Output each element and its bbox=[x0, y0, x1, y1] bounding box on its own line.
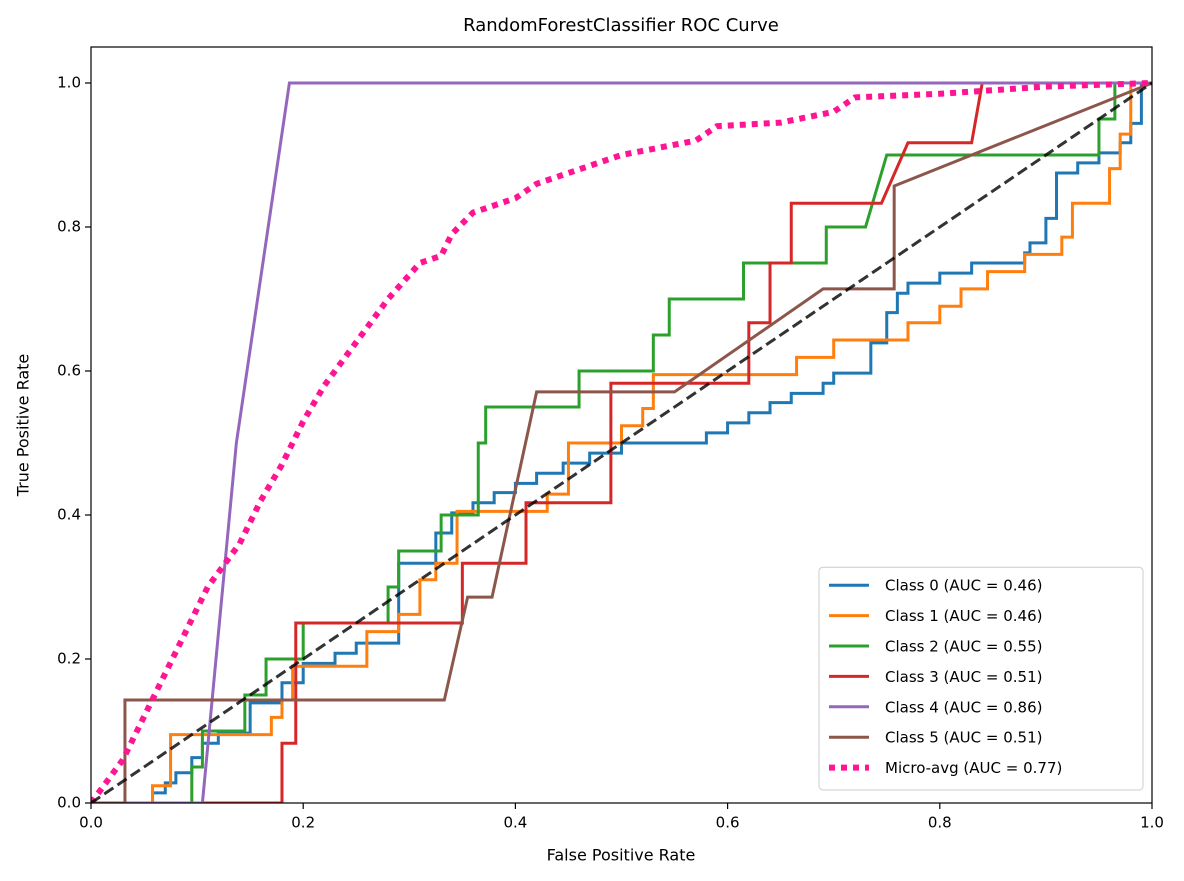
plot-area bbox=[91, 80, 1152, 803]
y-tick-label: 0.0 bbox=[57, 794, 81, 812]
legend-label: Class 0 (AUC = 0.46) bbox=[885, 577, 1042, 595]
roc-line bbox=[91, 81, 1152, 803]
roc-line bbox=[91, 81, 1152, 803]
chart-title: RandomForestClassifier ROC Curve bbox=[463, 15, 779, 36]
y-tick-label: 0.2 bbox=[57, 650, 81, 668]
x-tick-label: 0.0 bbox=[79, 814, 103, 832]
x-tick-label: 0.6 bbox=[716, 814, 740, 832]
legend-box bbox=[818, 566, 1144, 791]
diagonal-line bbox=[91, 81, 1152, 803]
axes-frame bbox=[90, 46, 1153, 804]
y-tick-label: 1.0 bbox=[57, 74, 81, 92]
legend: Class 0 (AUC = 0.46) Class 1 (AUC = 0.46)… bbox=[818, 566, 1144, 791]
legend-label: Class 2 (AUC = 0.55) bbox=[885, 638, 1042, 656]
x-tick-label: 0.2 bbox=[291, 814, 315, 832]
x-tick-label: 0.8 bbox=[928, 814, 952, 832]
x-tick-label: 0.4 bbox=[503, 814, 527, 832]
legend-label: Micro-avg (AUC = 0.77) bbox=[885, 759, 1062, 777]
legend-label: Class 5 (AUC = 0.51) bbox=[885, 729, 1042, 747]
x-tick-label: 1.0 bbox=[1140, 814, 1164, 832]
y-tick-label: 0.6 bbox=[57, 362, 81, 380]
roc-line bbox=[91, 81, 1152, 803]
roc-line bbox=[91, 81, 1152, 803]
y-tick-label: 0.8 bbox=[57, 218, 81, 236]
y-axis-label: True Positive Rate bbox=[14, 354, 33, 498]
roc-line bbox=[91, 81, 1152, 803]
legend-label: Class 4 (AUC = 0.86) bbox=[885, 698, 1042, 716]
legend-label: Class 3 (AUC = 0.51) bbox=[885, 668, 1042, 686]
roc-line bbox=[91, 81, 1152, 803]
legend-label: Class 1 (AUC = 0.46) bbox=[885, 607, 1042, 625]
roc-line bbox=[91, 80, 1152, 803]
x-axis-label: False Positive Rate bbox=[547, 846, 696, 865]
y-tick-label: 0.4 bbox=[57, 506, 81, 524]
